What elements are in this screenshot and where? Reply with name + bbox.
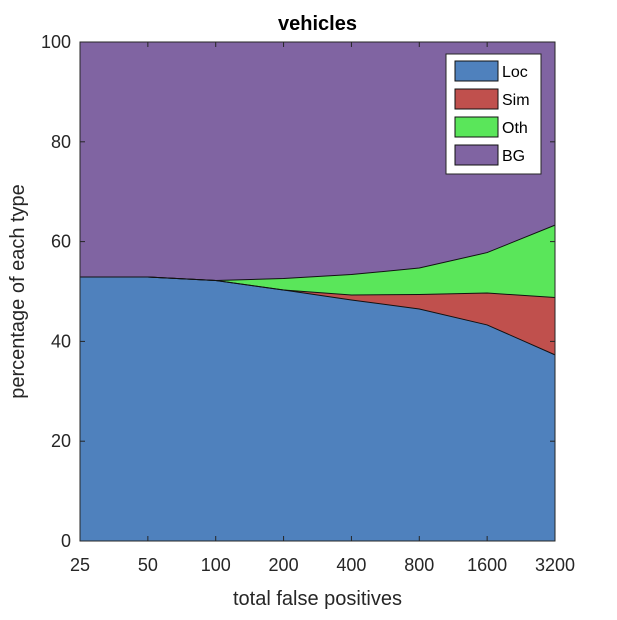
chart-title: vehicles: [278, 13, 357, 35]
plot-frame: [79, 41, 556, 542]
x-tick-label: 25: [70, 555, 90, 575]
x-tick-label: 50: [138, 555, 158, 575]
legend-swatch-loc: [454, 60, 499, 82]
area-oth: [80, 225, 555, 298]
legend-label-oth: Oth: [502, 120, 528, 137]
legend-label-bg: BG: [502, 148, 525, 165]
area-sim: [80, 277, 555, 355]
y-tick-label: 100: [41, 32, 71, 52]
area-bg: [80, 42, 555, 281]
legend-label-loc: Loc: [502, 64, 528, 81]
x-axis-ticks: 25 50 100 200 400 800 1600 3200: [70, 42, 575, 575]
x-tick-label: 3200: [535, 555, 575, 575]
x-tick-label: 1600: [467, 555, 507, 575]
x-tick-label: 100: [201, 555, 231, 575]
legend-swatch-oth: [454, 116, 499, 138]
y-tick-label: 20: [51, 431, 71, 451]
y-tick-label: 80: [51, 132, 71, 152]
x-tick-label: 200: [269, 555, 299, 575]
area-edge-oth: [80, 224, 556, 282]
y-tick-label: 0: [61, 531, 71, 551]
legend-swatch-sim: [454, 88, 499, 110]
stacked-areas: [80, 42, 555, 541]
legend: Loc Sim Oth BG: [445, 53, 542, 175]
x-axis-label: total false positives: [233, 588, 402, 610]
y-axis-ticks: 0 20 40 60 80 100: [41, 32, 555, 551]
legend-label-sim: Sim: [502, 92, 530, 109]
y-axis-label: percentage of each type: [7, 184, 29, 399]
legend-swatch-bg: [454, 144, 499, 166]
y-tick-label: 40: [51, 331, 71, 351]
x-tick-label: 800: [404, 555, 434, 575]
x-tick-label: 400: [336, 555, 366, 575]
y-tick-label: 60: [51, 232, 71, 252]
area-loc: [80, 277, 555, 541]
